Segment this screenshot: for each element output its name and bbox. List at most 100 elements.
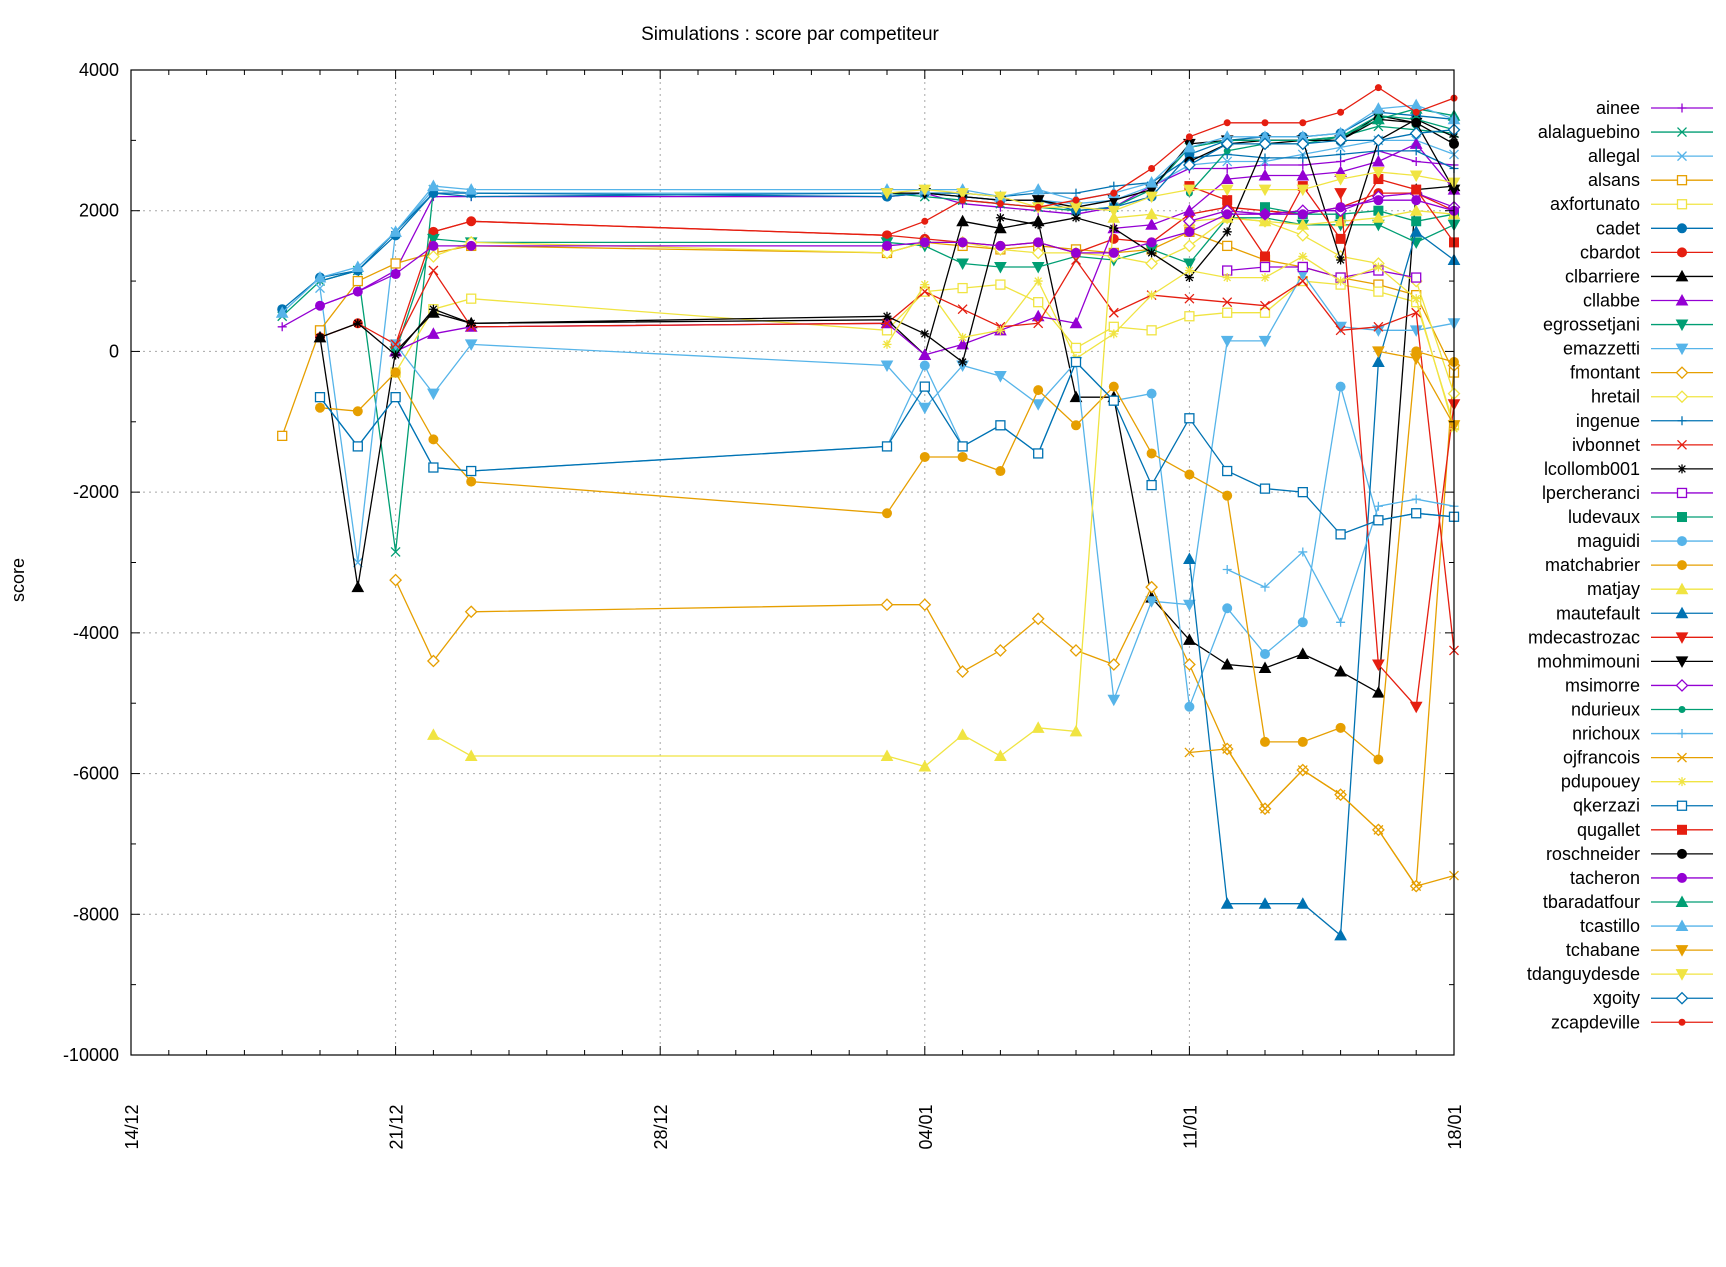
data-point <box>1409 353 1423 366</box>
data-point <box>1373 501 1383 511</box>
data-point <box>994 749 1007 761</box>
data-point <box>1258 214 1272 227</box>
legend-label: tacheron <box>1570 868 1640 888</box>
data-point <box>1296 184 1310 197</box>
data-point <box>1258 335 1272 348</box>
y-tick-label: -4000 <box>73 623 119 643</box>
legend-label: emazzetti <box>1563 339 1640 359</box>
data-point <box>1296 168 1310 181</box>
data-point <box>1335 722 1346 733</box>
legend-label: roschneider <box>1546 844 1640 864</box>
data-point <box>1296 228 1310 242</box>
data-point <box>956 665 970 678</box>
data-point <box>1411 216 1422 227</box>
data-point <box>956 728 969 740</box>
data-point <box>1220 657 1234 670</box>
data-point <box>1182 214 1196 228</box>
data-point <box>1108 381 1119 392</box>
legend-marker <box>1677 103 1687 113</box>
legend-marker <box>1676 175 1688 186</box>
data-point <box>352 275 363 287</box>
data-point <box>1109 223 1119 233</box>
data-point <box>1334 665 1347 677</box>
data-point <box>352 441 363 452</box>
data-point <box>1183 633 1196 645</box>
data-point <box>1031 195 1045 207</box>
data-point <box>1411 294 1421 304</box>
data-point <box>1222 465 1233 477</box>
data-point <box>1146 448 1157 459</box>
data-point <box>1334 133 1348 147</box>
data-point <box>956 214 969 227</box>
legend-marker <box>1675 343 1689 356</box>
series-line <box>1264 206 1455 222</box>
data-point <box>880 749 894 761</box>
legend-label: tdanguydesde <box>1527 964 1640 984</box>
data-point <box>1411 881 1422 892</box>
data-point <box>1145 207 1158 220</box>
data-point <box>1296 218 1310 230</box>
data-point <box>1146 388 1157 399</box>
series-line <box>886 255 1455 429</box>
legend-label: mohmimouni <box>1537 651 1640 671</box>
legend-marker <box>1677 416 1687 426</box>
series-line <box>1189 178 1455 258</box>
data-point <box>1148 165 1156 172</box>
data-point <box>956 258 969 271</box>
data-point <box>315 332 325 342</box>
data-point <box>1297 617 1308 628</box>
data-point <box>1107 658 1121 671</box>
legend-label: ndurieux <box>1571 700 1640 720</box>
data-point <box>1411 184 1422 195</box>
data-point <box>1258 137 1272 151</box>
data-point <box>1183 184 1196 197</box>
data-point <box>1259 261 1271 273</box>
legend-marker <box>1677 777 1687 787</box>
data-point <box>1335 529 1346 540</box>
data-point <box>1296 647 1310 659</box>
legend-label: cbardot <box>1580 242 1640 262</box>
legend-label: mautefault <box>1556 603 1640 623</box>
data-point <box>1260 803 1270 814</box>
legend-label: lpercheranci <box>1542 483 1640 503</box>
legend-marker <box>1675 656 1689 668</box>
data-point <box>1146 237 1157 248</box>
data-point <box>1372 154 1385 167</box>
data-point <box>1069 724 1083 737</box>
data-point <box>1184 413 1195 424</box>
legend-marker <box>1675 679 1689 692</box>
data-point <box>352 406 363 417</box>
data-point <box>994 191 1007 204</box>
y-tick-label: -8000 <box>73 904 119 924</box>
data-point <box>1258 168 1272 181</box>
legend-marker <box>1675 366 1689 380</box>
data-point <box>918 759 932 772</box>
legend-label: msimorre <box>1565 675 1640 695</box>
data-point <box>1184 293 1195 304</box>
data-point <box>1222 565 1232 575</box>
legend-marker <box>1675 969 1689 981</box>
data-point <box>918 184 932 197</box>
data-point <box>1033 318 1044 329</box>
series-xgoity <box>1182 123 1461 172</box>
data-point <box>429 228 437 236</box>
data-point <box>919 381 930 392</box>
legend-marker <box>1675 945 1689 957</box>
data-point <box>1260 582 1270 592</box>
data-point <box>390 258 401 269</box>
legend-label: mdecastrozac <box>1528 627 1640 647</box>
data-point <box>1258 184 1272 197</box>
data-point <box>1184 226 1195 237</box>
data-point <box>919 360 930 371</box>
data-point <box>1335 325 1346 336</box>
data-point <box>1372 167 1385 179</box>
legend-label: qugallet <box>1577 820 1640 840</box>
data-point <box>1260 300 1270 311</box>
legend-label: allegal <box>1588 146 1640 166</box>
data-point <box>1220 172 1234 185</box>
y-tick-label: -2000 <box>73 482 119 502</box>
series-mautefault <box>1183 225 1461 941</box>
axis-ticks: -10000 -8000 -6000 -4000 -2000 0 2000 4000 14/12… <box>63 60 1465 1150</box>
data-point <box>1336 276 1346 286</box>
